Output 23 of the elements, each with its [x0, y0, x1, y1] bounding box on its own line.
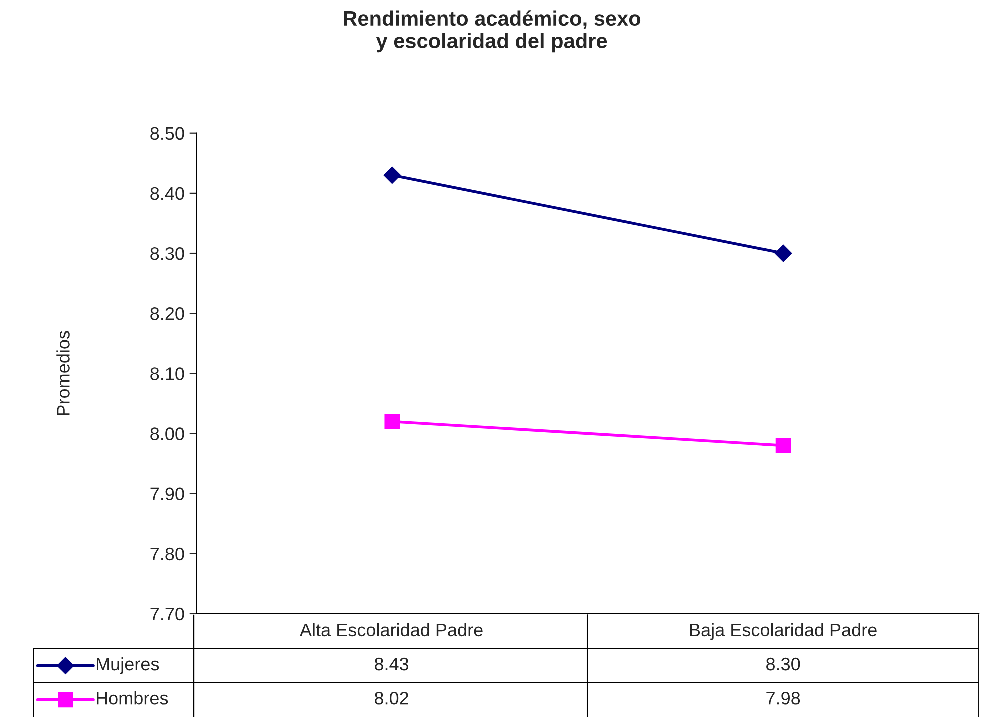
y-tick-label: 8.20: [150, 308, 184, 320]
legend-label: Mujeres: [97, 657, 160, 674]
data-label: 7.98: [766, 692, 800, 705]
y-tick-label: 7.80: [150, 548, 184, 561]
x-tick-label: Baja Escolaridad Padre: [690, 623, 877, 640]
y-tick-label: 8.00: [150, 428, 184, 440]
point: [776, 438, 792, 454]
data-label: 8.30: [766, 658, 800, 671]
y-tick-label: 8.40: [150, 187, 184, 200]
data-label: 8.02: [374, 692, 408, 705]
point: [774, 244, 792, 262]
point: [384, 166, 401, 184]
y-tick-label: 7.70: [150, 608, 184, 621]
y-axis-title: Promedios: [56, 331, 70, 416]
y-tick-label: 8.30: [150, 247, 184, 260]
y-tick-label: 8.10: [150, 368, 184, 380]
y-tick-label: 8.50: [150, 127, 184, 140]
data-label: 8.43: [374, 658, 409, 671]
x-tick-label: Alta Escolaridad Padre: [300, 623, 483, 637]
point: [384, 414, 400, 430]
chart-title: Rendimiento académico, sexo y escolaridad del padre: [344, 10, 641, 53]
y-tick-label: 7.90: [150, 488, 184, 501]
legend-label: Hombres: [97, 692, 168, 705]
